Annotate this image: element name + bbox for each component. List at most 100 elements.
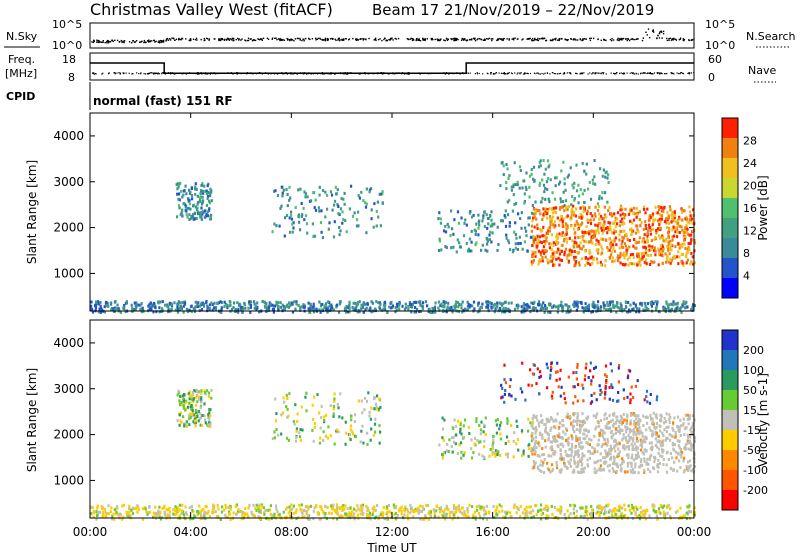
echo-cell xyxy=(188,506,191,510)
echo-cell xyxy=(319,310,322,314)
echo-cell xyxy=(597,240,600,243)
echo-cell xyxy=(570,210,573,214)
echo-cell xyxy=(552,241,555,245)
noise-sample xyxy=(470,38,472,41)
echo-cell xyxy=(646,302,649,306)
noise-sample xyxy=(590,37,592,39)
echo-cell xyxy=(324,215,327,219)
echo-cell xyxy=(621,416,624,420)
echo-cell xyxy=(571,444,574,448)
echo-cell xyxy=(356,504,359,508)
noise-sample xyxy=(474,38,476,40)
echo-cell xyxy=(484,510,487,514)
echo-cell xyxy=(190,397,193,401)
noise-sample xyxy=(179,38,181,40)
echo-cell xyxy=(528,174,532,178)
echo-cell xyxy=(258,517,261,521)
noise-right-label: N.Search xyxy=(746,30,796,43)
nave-sample xyxy=(673,73,675,75)
echo-cell xyxy=(91,310,95,314)
echo-cell xyxy=(508,174,511,178)
echo-cell xyxy=(99,304,102,308)
echo-cell xyxy=(340,197,343,201)
echo-cell xyxy=(627,212,631,216)
echo-cell xyxy=(605,510,608,514)
echo-cell xyxy=(687,439,690,443)
nave-sample xyxy=(482,73,484,75)
echo-cell xyxy=(577,261,581,265)
echo-cell xyxy=(519,504,522,508)
echo-cell xyxy=(552,244,555,247)
noise-sample xyxy=(462,38,464,40)
echo-cell xyxy=(659,226,662,230)
echo-cell xyxy=(524,513,527,517)
echo-cell xyxy=(546,517,549,521)
echo-cell xyxy=(440,302,443,306)
echo-cell xyxy=(663,515,666,519)
noise-sample xyxy=(205,37,208,40)
echo-cell xyxy=(565,237,568,241)
echo-cell xyxy=(645,258,648,262)
noise-sample xyxy=(383,38,385,41)
echo-cell xyxy=(96,513,99,517)
echo-cell xyxy=(579,213,582,216)
echo-cell xyxy=(530,211,534,215)
echo-cell xyxy=(644,251,647,255)
noise-sample xyxy=(140,41,143,43)
echo-cell xyxy=(194,424,197,428)
echo-cell xyxy=(689,510,693,514)
nave-sample xyxy=(649,72,651,75)
echo-cell xyxy=(608,515,611,519)
echo-cell xyxy=(359,508,362,512)
echo-cell xyxy=(330,504,333,508)
echo-cell xyxy=(686,250,689,254)
echo-cell xyxy=(276,510,279,514)
freq-left-tick-top: 18 xyxy=(62,53,76,66)
echo-cell xyxy=(123,304,126,307)
noise-sample xyxy=(446,39,449,41)
echo-cell xyxy=(115,507,118,511)
echo-cell xyxy=(673,210,676,214)
echo-cell xyxy=(297,215,301,219)
echo-cell xyxy=(514,183,517,187)
nave-sample xyxy=(566,72,568,74)
echo-cell xyxy=(563,177,566,181)
echo-cell xyxy=(625,427,628,431)
echo-cell xyxy=(611,221,614,225)
echo-cell xyxy=(527,447,531,451)
echo-cell xyxy=(641,238,645,242)
echo-cell xyxy=(382,307,385,311)
echo-cell xyxy=(444,245,447,249)
echo-cell xyxy=(481,302,484,306)
nave-sample xyxy=(601,72,603,74)
echo-cell xyxy=(596,224,599,228)
echo-cell xyxy=(651,430,654,434)
noise-sample xyxy=(228,38,230,40)
echo-cell xyxy=(624,305,628,308)
echo-cell xyxy=(573,250,576,253)
noise-sample xyxy=(645,31,647,33)
echo-cell xyxy=(512,193,515,197)
echo-cell xyxy=(205,203,208,207)
echo-cell xyxy=(581,161,584,165)
echo-cell xyxy=(550,219,553,222)
echo-cell xyxy=(497,243,500,246)
echo-cell xyxy=(127,512,130,516)
echo-cell xyxy=(537,249,540,253)
frequency-trace xyxy=(90,62,694,75)
echo-cell xyxy=(305,409,308,413)
echo-cell xyxy=(178,413,181,417)
echo-cell xyxy=(677,224,680,228)
echo-cell xyxy=(504,307,507,311)
echo-cell xyxy=(534,254,537,258)
echo-cell xyxy=(234,504,237,508)
echo-cell xyxy=(522,179,525,183)
echo-cell xyxy=(587,240,590,244)
echo-cell xyxy=(562,200,565,203)
echo-cell xyxy=(188,397,191,401)
echo-cell xyxy=(433,307,436,311)
echo-cell xyxy=(356,513,359,517)
echo-cell xyxy=(564,247,568,251)
echo-cell xyxy=(207,395,211,399)
